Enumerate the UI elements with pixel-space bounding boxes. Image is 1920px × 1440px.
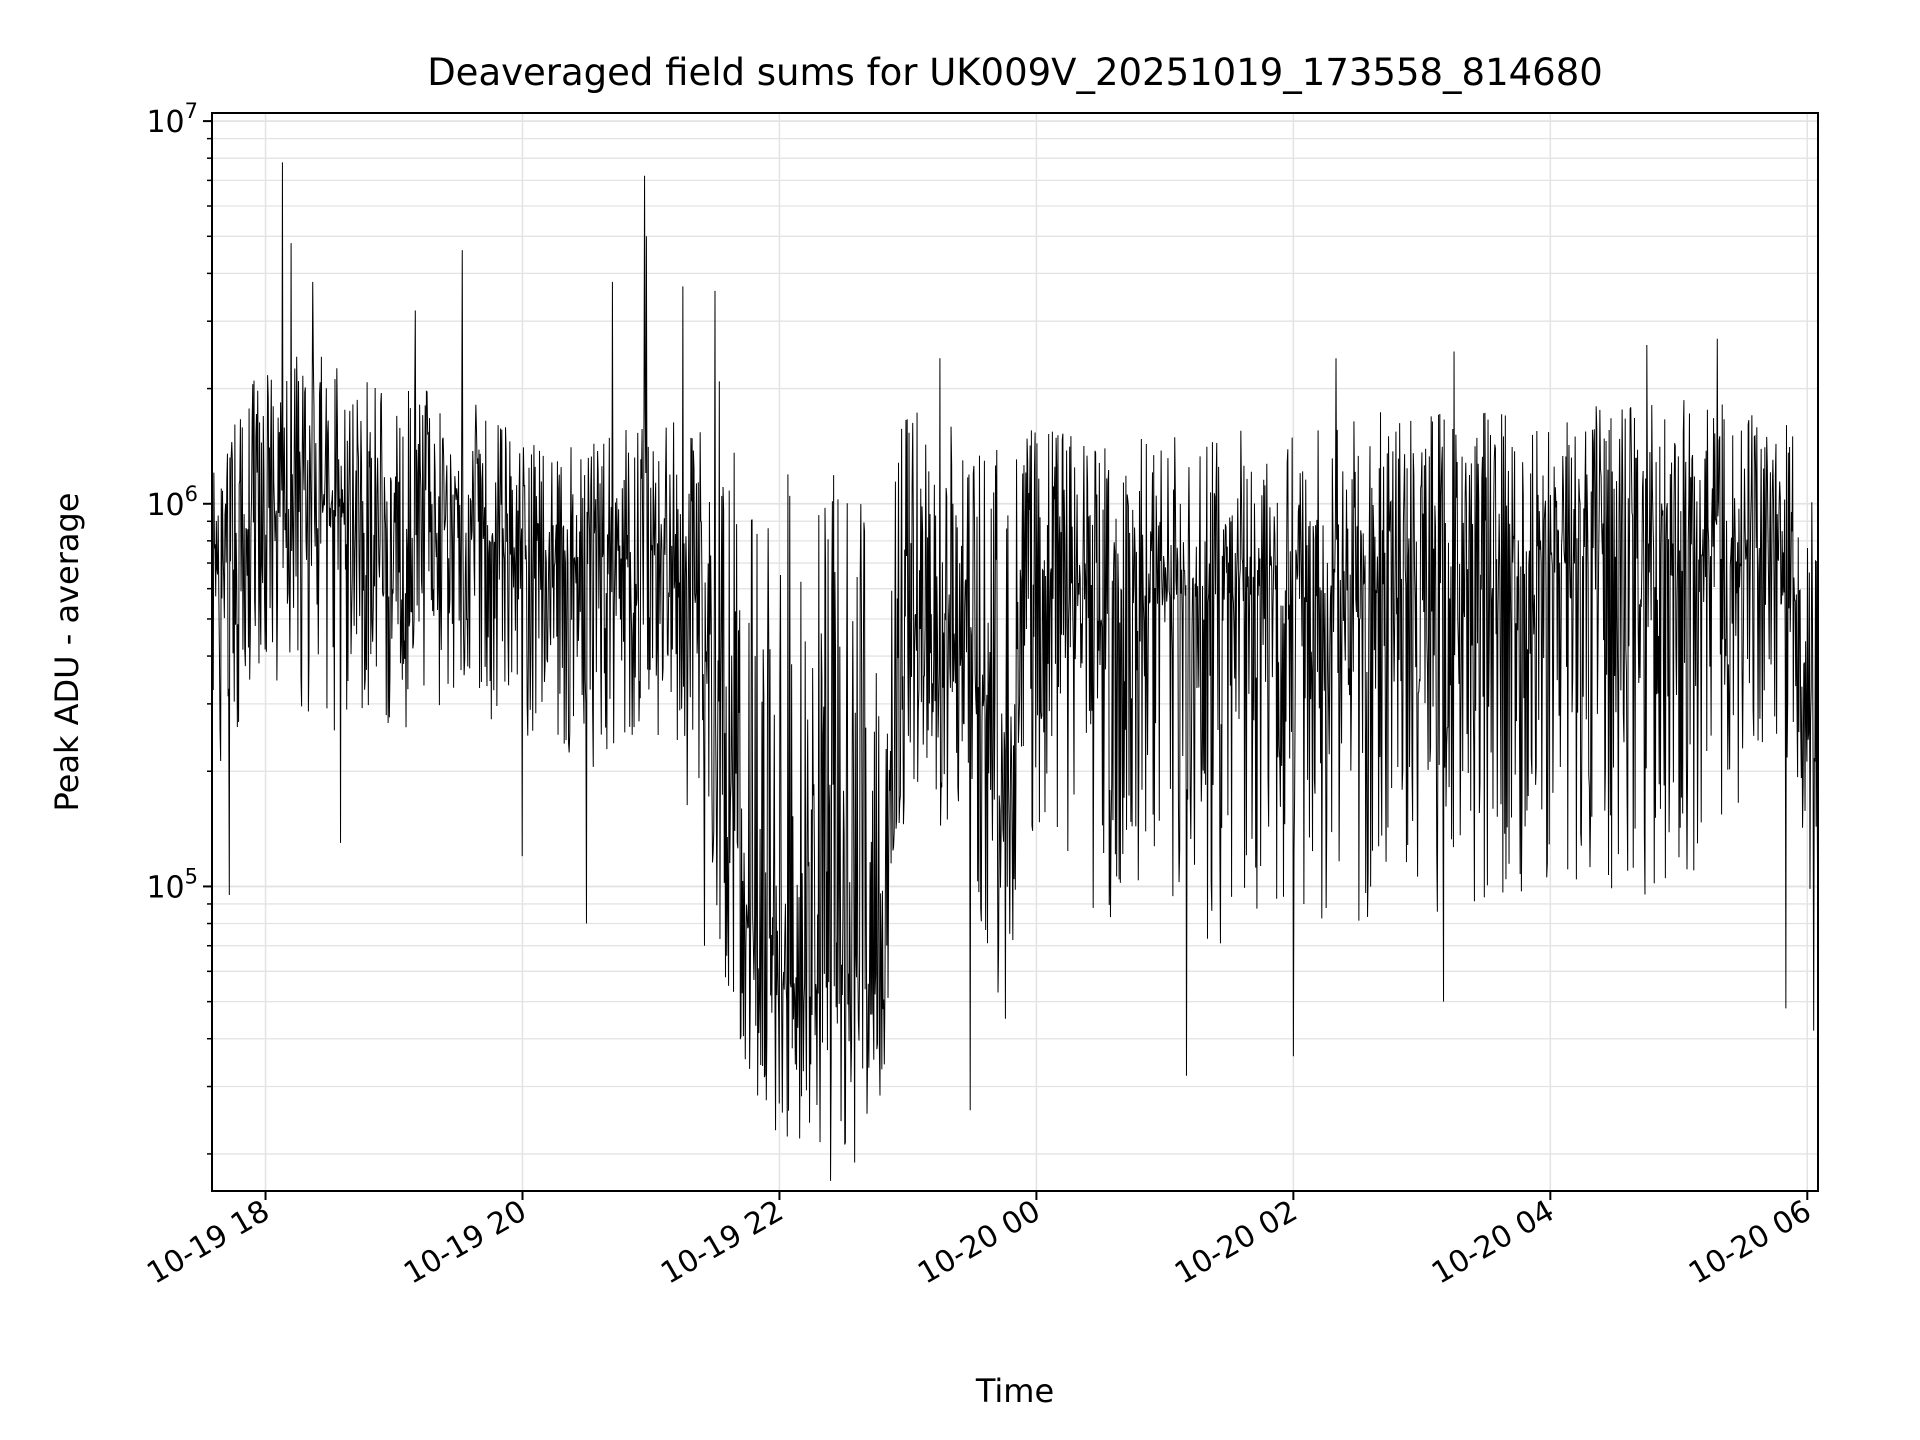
x-tick-label: 10-19 22 xyxy=(655,1194,789,1292)
series-line xyxy=(211,162,1819,1181)
x-tick-label: 10-20 06 xyxy=(1683,1194,1817,1292)
chart-title: Deaveraged field sums for UK009V_2025101… xyxy=(427,51,1603,94)
x-axis-label: Time xyxy=(975,1372,1054,1410)
x-tick-label: 10-19 18 xyxy=(141,1194,275,1292)
plot-frame xyxy=(211,112,1819,1192)
x-tick-label: 10-19 20 xyxy=(398,1194,532,1292)
x-tick-label: 10-20 02 xyxy=(1169,1194,1303,1292)
y-tick-label: 105 xyxy=(146,864,198,905)
x-tick-label: 10-20 00 xyxy=(912,1194,1046,1292)
x-axis: 10-19 18 10-19 20 10-19 22 10-20 00 10-20 02… xyxy=(141,1191,1817,1291)
y-axis-label: Peak ADU - average xyxy=(48,493,86,812)
x-tick-label: 10-20 04 xyxy=(1426,1194,1560,1292)
y-tick-label: 106 xyxy=(146,482,198,523)
plot-area xyxy=(211,162,1819,1181)
y-tick-label: 107 xyxy=(146,99,198,140)
y-axis: 105 106 107 xyxy=(146,99,212,1155)
